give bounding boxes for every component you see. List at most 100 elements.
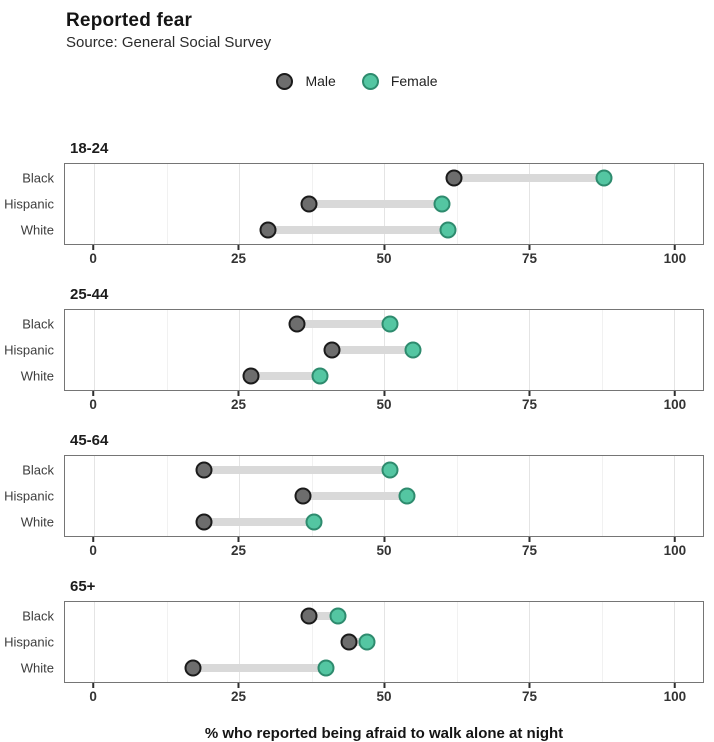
y-axis-labels: Black Hispanic White — [0, 601, 64, 683]
tick-mark — [383, 245, 385, 250]
minor-gridline — [166, 164, 168, 244]
tick-label: 100 — [663, 543, 687, 558]
connector-bar — [453, 174, 605, 183]
female-dot — [398, 487, 416, 505]
facet-65+: 65+ Black Hispanic White 0 25 50 75 100 — [0, 579, 714, 707]
tick-mark — [673, 683, 676, 688]
x-tick: 75 — [522, 391, 537, 412]
major-gridline — [529, 456, 530, 536]
facet-title: 65+ — [70, 578, 96, 595]
female-dot — [381, 315, 399, 333]
major-gridline — [94, 164, 95, 244]
legend-label-female: Female — [390, 73, 438, 89]
male-dot — [259, 221, 277, 239]
connector-bar — [302, 492, 408, 500]
x-tick: 25 — [231, 391, 246, 412]
tick-label: 50 — [376, 251, 392, 266]
minor-gridline — [601, 456, 603, 536]
major-gridline — [529, 164, 530, 244]
tick-label: 0 — [89, 689, 97, 704]
facet-title: 18-24 — [70, 140, 109, 157]
minor-gridline — [311, 602, 313, 682]
minor-gridline — [601, 310, 603, 390]
y-axis-labels: Black Hispanic White — [0, 309, 64, 391]
minor-gridline — [166, 602, 168, 682]
y-label: Hispanic — [4, 634, 54, 650]
tick-mark — [673, 245, 676, 250]
tick-label: 75 — [521, 251, 537, 266]
tick-mark — [528, 245, 531, 250]
male-legend-dot-icon — [276, 72, 294, 90]
y-label: Black — [22, 608, 54, 624]
male-dot — [242, 367, 260, 385]
male-dot — [294, 487, 312, 505]
facet-45-64: 45-64 Black Hispanic White 0 25 50 75 100 — [0, 433, 714, 561]
major-gridline — [384, 602, 385, 682]
tick-mark — [92, 537, 95, 542]
x-tick: 0 — [89, 537, 97, 558]
facet-18-24: 18-24 Black Hispanic White 0 25 50 75 100 — [0, 141, 714, 269]
major-gridline — [674, 456, 675, 536]
x-tick: 0 — [89, 391, 97, 412]
tick-mark — [237, 391, 240, 396]
female-dot — [381, 461, 399, 479]
tick-mark — [673, 537, 676, 542]
minor-gridline — [311, 310, 313, 390]
x-tick: 75 — [522, 537, 537, 558]
facet-body: Black Hispanic White — [0, 309, 714, 391]
facet-title: 25-44 — [70, 286, 109, 303]
tick-label: 75 — [521, 543, 537, 558]
tick-label: 100 — [663, 397, 687, 412]
panel — [64, 163, 704, 245]
x-tick: 100 — [663, 391, 687, 412]
male-dot — [184, 659, 202, 677]
legend-key-female: Female — [361, 72, 438, 90]
legend: Male Female — [0, 71, 714, 91]
connector-bar — [204, 517, 315, 526]
tick-mark — [383, 537, 385, 542]
chart-subtitle: Source: General Social Survey — [66, 34, 272, 51]
minor-gridline — [456, 310, 458, 390]
female-dot — [329, 607, 347, 625]
tick-label: 100 — [663, 251, 687, 266]
y-label: Hispanic — [4, 342, 54, 358]
x-axis-title: % who reported being afraid to walk alon… — [204, 725, 564, 742]
facet-25-44: 25-44 Black Hispanic White 0 25 50 75 100 — [0, 287, 714, 415]
chart-title: Reported fear — [66, 10, 193, 31]
connector-bar — [349, 638, 367, 646]
tick-label: 0 — [89, 543, 97, 558]
tick-label: 25 — [231, 689, 247, 704]
y-label: White — [20, 660, 54, 676]
minor-gridline — [456, 602, 458, 682]
tick-mark — [237, 245, 240, 250]
facet-body: Black Hispanic White — [0, 455, 714, 537]
tick-mark — [92, 245, 95, 250]
x-tick: 75 — [522, 245, 537, 266]
major-gridline — [94, 310, 95, 390]
male-dot — [340, 633, 358, 651]
connector-bar — [192, 663, 326, 672]
x-tick: 50 — [376, 391, 392, 412]
y-label: Black — [22, 170, 54, 186]
x-tick: 100 — [663, 245, 687, 266]
tick-label: 75 — [521, 397, 537, 412]
tick-label: 50 — [376, 689, 392, 704]
y-label: White — [20, 514, 54, 530]
y-axis-labels: Black Hispanic White — [0, 163, 64, 245]
minor-gridline — [456, 456, 458, 536]
x-tick: 25 — [231, 537, 246, 558]
tick-mark — [383, 391, 385, 396]
x-axis: 0 25 50 75 100 — [64, 391, 704, 415]
facet-panels: 18-24 Black Hispanic White 0 25 50 75 100 25-44 Bl… — [0, 141, 714, 707]
tick-label: 75 — [521, 689, 537, 704]
minor-gridline — [166, 310, 168, 390]
facet-title: 45-64 — [70, 432, 109, 449]
x-tick: 25 — [231, 245, 246, 266]
male-dot — [195, 461, 213, 479]
x-axis: 0 25 50 75 100 — [64, 683, 704, 707]
female-dot — [404, 341, 422, 359]
tick-label: 100 — [663, 689, 687, 704]
x-tick: 75 — [522, 683, 537, 704]
tick-mark — [528, 683, 531, 688]
minor-gridline — [601, 602, 603, 682]
